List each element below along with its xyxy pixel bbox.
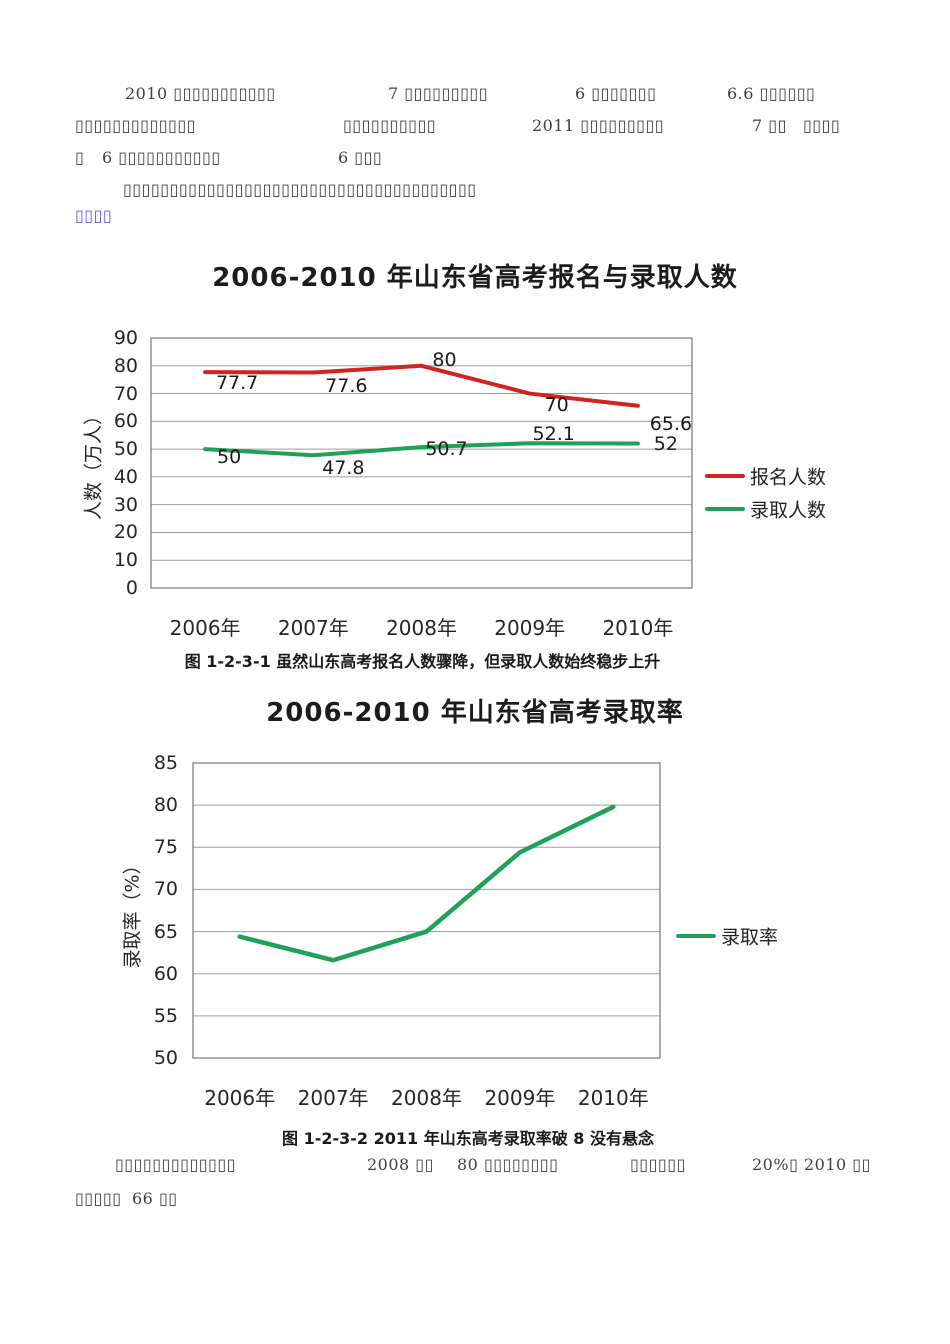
y-axis-title: 录取率（%） [121, 855, 144, 969]
chart-registration-admission: 2006-2010 年山东省高考报名与录取人数 人数（万人） 0 10 20 30 40… [0, 255, 950, 688]
text-segment: 66 ▯▯ [132, 1189, 178, 1208]
data-label: 52 [653, 432, 678, 455]
figure-caption: 图 1-2-3-1 虽然山东高考报名人数骤降，但录取人数始终稳步上升 [184, 652, 661, 671]
y-tick-label: 50 [113, 438, 138, 461]
text-segment: ▯▯▯▯▯▯▯▯▯▯▯▯▯ [115, 1155, 236, 1174]
data-label: 80 [432, 348, 457, 371]
chart-title: 2006-2010 年山东省高考报名与录取人数 [212, 263, 738, 293]
y-tick-label: 80 [153, 794, 178, 817]
chart-admission-rate: 2006-2010 年山东省高考录取率 录取率（%） 50 55 60 65 70 75 8… [0, 688, 950, 1158]
x-category-label: 2007年 [297, 1086, 369, 1110]
x-category-label: 2009年 [484, 1086, 556, 1110]
data-label: 50.7 [425, 438, 468, 461]
x-category-label: 2007年 [277, 616, 349, 640]
text-segment: 7 ▯▯ [752, 116, 787, 135]
legend-swatch [676, 934, 716, 938]
text-segment: 6.6 ▯▯▯▯▯▯ [727, 84, 816, 103]
line-chart-canvas [150, 337, 693, 589]
data-label: 77.7 [215, 372, 259, 395]
series-line [203, 363, 640, 408]
y-tick-label: 85 [153, 752, 178, 774]
y-tick-label: 20 [113, 521, 138, 544]
text-segment: ▯▯▯▯ [803, 116, 841, 135]
legend-swatch [705, 474, 745, 478]
text-segment: 6 ▯▯▯ [338, 148, 383, 167]
legend-swatch [705, 507, 745, 511]
y-tick-label: 80 [113, 354, 138, 377]
text-segment: ▯▯▯▯▯▯▯▯▯▯▯▯▯ [75, 116, 196, 135]
y-tick-label: 70 [153, 878, 178, 901]
series-line [203, 441, 640, 458]
x-category-label: 2008年 [391, 1086, 462, 1110]
legend-label: 报名人数 [750, 466, 827, 489]
x-category-label: 2010年 [602, 616, 674, 640]
data-label: 52.1 [532, 423, 575, 446]
y-tick-label: 60 [113, 410, 138, 433]
plot-border [192, 762, 661, 1059]
legend-label: 录取人数 [750, 499, 827, 522]
x-category-label: 2006年 [169, 616, 241, 640]
x-category-label: 2010年 [577, 1086, 649, 1110]
figure-caption: 图 1-2-3-2 2011 年山东高考录取率破 8 没有悬念 [282, 1129, 654, 1148]
data-label: 65.6 [649, 412, 693, 435]
text-segment: 6 ▯▯▯▯▯▯▯ [575, 84, 657, 103]
chart-title: 2006-2010 年山东省高考录取率 [266, 698, 684, 728]
text-segment: 6 ▯▯▯▯▯▯▯▯▯▯▯ [102, 148, 221, 167]
text-segment: 20%▯ 2010 ▯▯ [752, 1155, 871, 1174]
y-tick-label: 50 [153, 1047, 178, 1069]
text-segment: 2011 ▯▯▯▯▯▯▯▯▯ [532, 116, 665, 135]
data-label: 77.6 [325, 375, 368, 398]
y-tick-label: 90 [113, 327, 138, 349]
text-segment: 7 ▯▯▯▯▯▯▯▯▯ [388, 84, 489, 103]
text-segment: 2010 ▯▯▯▯▯▯▯▯▯▯▯ [125, 84, 276, 103]
y-tick-label: 70 [113, 382, 138, 405]
series-line [237, 804, 616, 963]
text-segment: ▯▯▯▯▯▯ [630, 1155, 686, 1174]
x-category-label: 2009年 [494, 616, 566, 640]
plot-border [150, 337, 693, 589]
line-chart-canvas [192, 762, 661, 1059]
y-tick-label: 65 [153, 920, 178, 943]
y-tick-label: 10 [113, 549, 138, 572]
text-segment: ▯▯▯▯▯▯▯▯▯▯ [343, 116, 437, 135]
link-text[interactable]: ▯▯▯▯ [75, 206, 113, 225]
x-category-label: 2008年 [386, 616, 457, 640]
text-segment: ▯▯▯▯▯ [75, 1189, 122, 1208]
x-category-label: 2006年 [204, 1086, 276, 1110]
text-segment: ▯▯▯▯▯▯▯▯▯▯▯▯▯▯▯▯▯▯▯▯▯▯▯▯▯▯▯▯▯▯▯▯▯▯▯▯▯▯ [123, 180, 477, 199]
legend-label: 录取率 [721, 926, 779, 949]
y-tick-label: 75 [153, 836, 178, 859]
text-segment: 2008 ▯▯ [367, 1155, 434, 1174]
data-label: 50 [217, 446, 242, 469]
text-segment: 80 ▯▯▯▯▯▯▯▯ [457, 1155, 559, 1174]
y-tick-label: 30 [113, 493, 138, 516]
data-label: 47.8 [322, 457, 365, 480]
y-tick-label: 0 [125, 577, 138, 599]
text-segment: ▯ [75, 148, 85, 167]
y-tick-label: 55 [153, 1004, 178, 1027]
y-tick-label: 60 [153, 962, 178, 985]
y-tick-label: 40 [113, 465, 138, 488]
data-label: 70 [544, 393, 569, 416]
